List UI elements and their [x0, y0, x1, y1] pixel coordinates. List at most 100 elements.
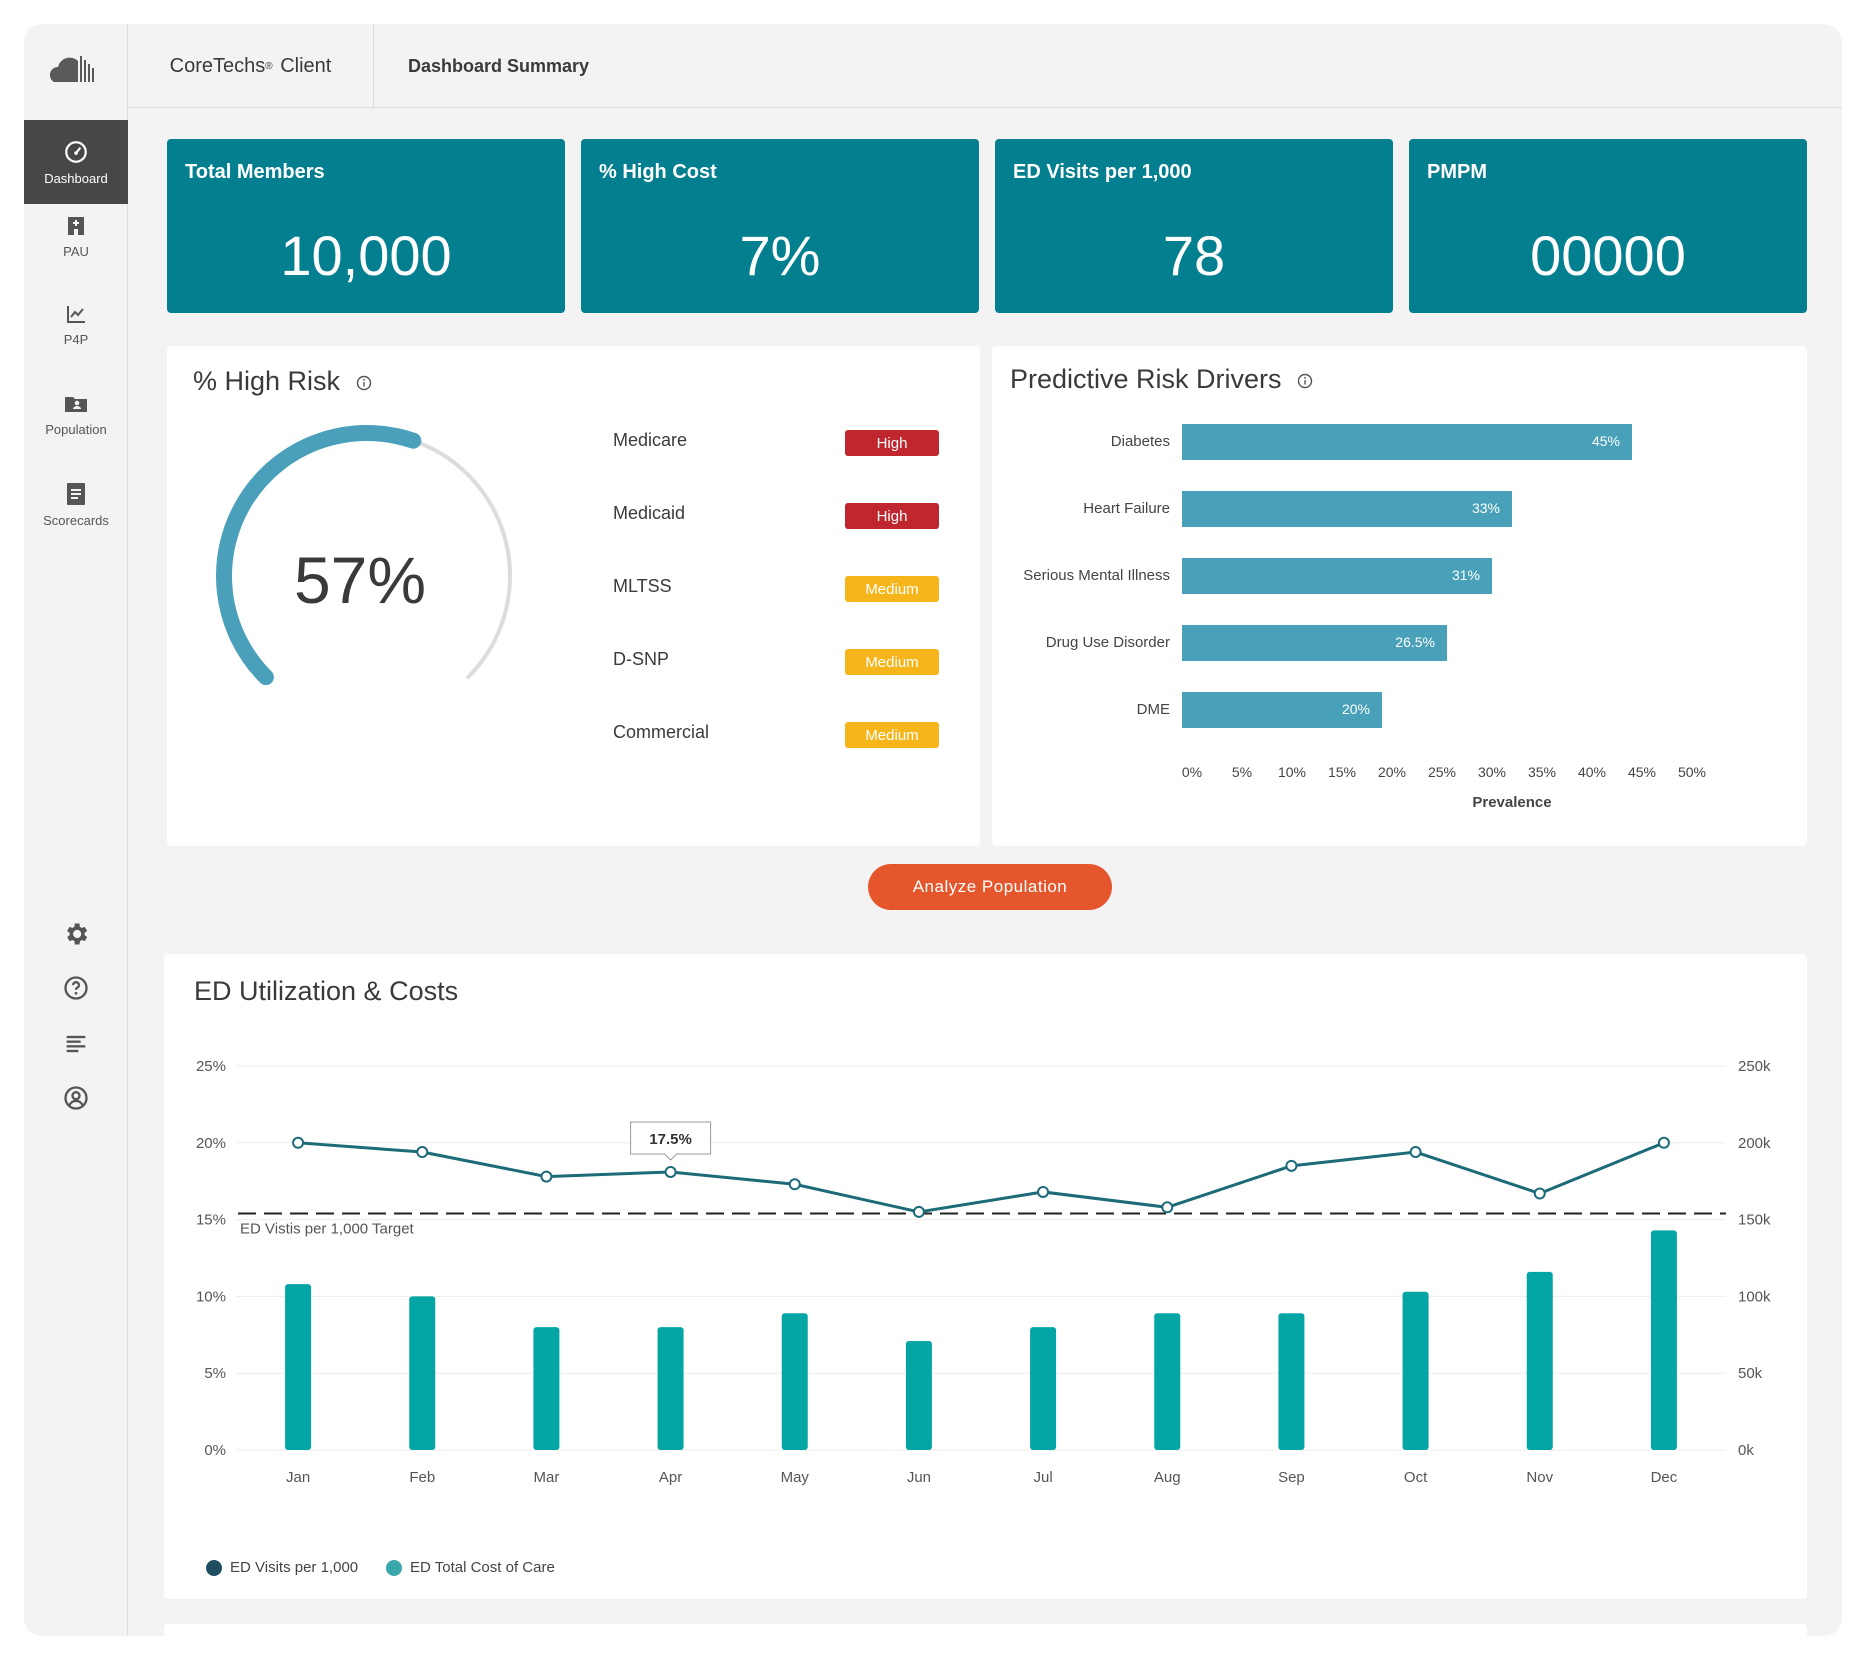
risk-level-badge: High — [845, 503, 939, 529]
legend-label: ED Total Cost of Care — [410, 1559, 555, 1576]
risk-segment-label: Commercial — [613, 722, 710, 742]
sidebar-item-pau[interactable]: PAU — [24, 194, 128, 278]
cost-bar[interactable] — [285, 1284, 312, 1450]
x-tick-label: Jul — [1033, 1469, 1052, 1486]
list-icon[interactable] — [62, 1030, 90, 1058]
y-right-tick-label: 0k — [1738, 1442, 1754, 1459]
cost-bar[interactable] — [533, 1327, 560, 1450]
x-tick-label: 10% — [1277, 764, 1307, 780]
cost-bar[interactable] — [1526, 1271, 1553, 1450]
risk-driver-label: Heart Failure — [1083, 500, 1170, 517]
risk-segment-label: Medicaid — [613, 503, 686, 523]
analyze-population-button[interactable]: Analyze Population — [868, 864, 1112, 910]
legend-label: ED Visits per 1,000 — [230, 1559, 359, 1576]
ed-visits-point[interactable] — [1409, 1146, 1422, 1159]
cost-bar[interactable] — [1650, 1230, 1677, 1450]
data-tooltip: 17.5% — [630, 1121, 712, 1161]
risk-driver-bar: 45% — [1182, 424, 1632, 460]
info-icon[interactable] — [1297, 365, 1313, 396]
risk-driver-value: 33% — [1471, 500, 1500, 516]
cost-bar[interactable] — [1154, 1313, 1181, 1450]
risk-driver-bar: 31% — [1182, 558, 1492, 594]
y-right-tick-label: 250k — [1738, 1058, 1771, 1075]
ed-visits-point[interactable] — [1037, 1185, 1050, 1198]
document-icon — [65, 481, 87, 507]
ed-visits-point[interactable] — [1657, 1136, 1670, 1149]
sidebar-item-population[interactable]: Population — [24, 372, 128, 456]
risk-driver-value: 26.5% — [1395, 634, 1435, 650]
kpi-label: PMPM — [1427, 161, 1487, 183]
sidebar-item-dashboard[interactable]: Dashboard — [24, 120, 128, 204]
risk-driver-bar: 20% — [1182, 692, 1382, 728]
high-risk-title: % High Risk — [193, 366, 372, 398]
info-icon[interactable] — [356, 367, 372, 398]
risk-level-badge: Medium — [845, 649, 939, 675]
x-tick-label: 25% — [1427, 764, 1457, 780]
y-left-tick-label: 0% — [204, 1442, 226, 1459]
sidebar: Dashboard PAU P4P Population Scorecards — [24, 24, 128, 1636]
ed-utilization-chart: 0% 5% 10% 15% 20% 25% 0k 50k 100k 150k 200k 250k Jan… — [196, 1058, 1771, 1486]
ed-visits-point[interactable] — [1285, 1159, 1298, 1172]
kpi-value: 78 — [1162, 224, 1226, 287]
sidebar-item-scorecards[interactable]: Scorecards — [24, 462, 128, 546]
y-left-tick-label: 25% — [196, 1058, 226, 1075]
y-right-tick-label: 150k — [1738, 1212, 1771, 1229]
legend-dot-icon — [206, 1559, 222, 1576]
sidebar-item-label: Population — [45, 421, 107, 437]
x-tick-label: 45% — [1627, 764, 1657, 780]
header: CoreTechs ® Client Dashboard Summary — [128, 24, 1842, 108]
cost-bar[interactable] — [905, 1340, 932, 1450]
risk-drivers-title-text: Predictive Risk Drivers — [1010, 364, 1282, 394]
coretechs-logo[interactable] — [48, 48, 104, 88]
target-label: ED Vistis per 1,000 Target — [240, 1220, 415, 1237]
cost-bar[interactable] — [409, 1296, 436, 1450]
ed-visits-point[interactable] — [416, 1146, 429, 1159]
ed-visits-point[interactable] — [292, 1136, 305, 1149]
sidebar-item-label: Scorecards — [43, 512, 109, 528]
legend-item-ed-visits[interactable]: ED Visits per 1,000 — [206, 1559, 358, 1576]
risk-drivers-title: Predictive Risk Drivers — [1010, 364, 1313, 396]
ed-utilization-card: ED Utilization & Costs 0% 5% 10% 15% 20% 25% 0… — [164, 954, 1807, 1599]
user-circle-icon[interactable] — [62, 1084, 90, 1112]
ed-visits-point[interactable] — [1161, 1201, 1174, 1214]
kpi-card: ED Visits per 1,000 78 — [995, 139, 1393, 313]
risk-driver-label: DME — [1136, 701, 1170, 718]
app-window: Dashboard PAU P4P Population Scorecards Core… — [24, 24, 1842, 1636]
ed-visits-point[interactable] — [1533, 1187, 1546, 1200]
legend-item-ed-cost[interactable]: ED Total Cost of Care — [386, 1559, 555, 1576]
legend-dot-icon — [386, 1559, 402, 1576]
x-tick-label: 0% — [1181, 764, 1203, 780]
sidebar-item-p4p[interactable]: P4P — [24, 282, 128, 366]
risk-segment-label: Medicare — [613, 430, 688, 450]
ed-visits-point[interactable] — [540, 1170, 553, 1183]
gear-icon[interactable] — [62, 920, 90, 948]
ed-visits-point[interactable] — [912, 1205, 925, 1218]
risk-level-badge: High — [845, 430, 939, 456]
x-tick-label: 40% — [1577, 764, 1607, 780]
risk-level-badge: Medium — [845, 722, 939, 748]
help-icon[interactable] — [62, 974, 90, 1002]
cost-bar[interactable] — [1278, 1313, 1305, 1450]
cost-bar[interactable] — [657, 1327, 684, 1450]
ed-visits-point[interactable] — [664, 1165, 677, 1178]
cost-bar[interactable] — [781, 1313, 808, 1450]
x-tick-label: Jan — [286, 1469, 310, 1486]
y-left-tick-label: 15% — [196, 1212, 226, 1229]
app-name-suffix: Client — [280, 54, 332, 77]
y-right-tick-label: 50k — [1738, 1365, 1763, 1382]
ed-visits-point[interactable] — [788, 1178, 801, 1191]
x-tick-label: 20% — [1377, 764, 1407, 780]
y-left-tick-label: 5% — [204, 1365, 226, 1382]
risk-driver-label: Drug Use Disorder — [1045, 634, 1170, 651]
cost-bar[interactable] — [1030, 1327, 1057, 1450]
risk-driver-value: 45% — [1591, 433, 1620, 449]
risk-drivers-chart: Diabetes 45% Heart Failure 33% Serious Menta… — [992, 346, 1807, 846]
x-tick-label: 50% — [1677, 764, 1707, 780]
y-right-tick-label: 200k — [1738, 1135, 1771, 1152]
kpi-card: Total Members 10,000 — [167, 139, 565, 313]
risk-driver-value: 31% — [1451, 567, 1480, 583]
kpi-label: ED Visits per 1,000 — [1013, 161, 1192, 183]
gauge-fill — [216, 425, 422, 686]
risk-drivers-xlabel: Prevalence — [1472, 794, 1552, 811]
cost-bar[interactable] — [1402, 1291, 1429, 1450]
